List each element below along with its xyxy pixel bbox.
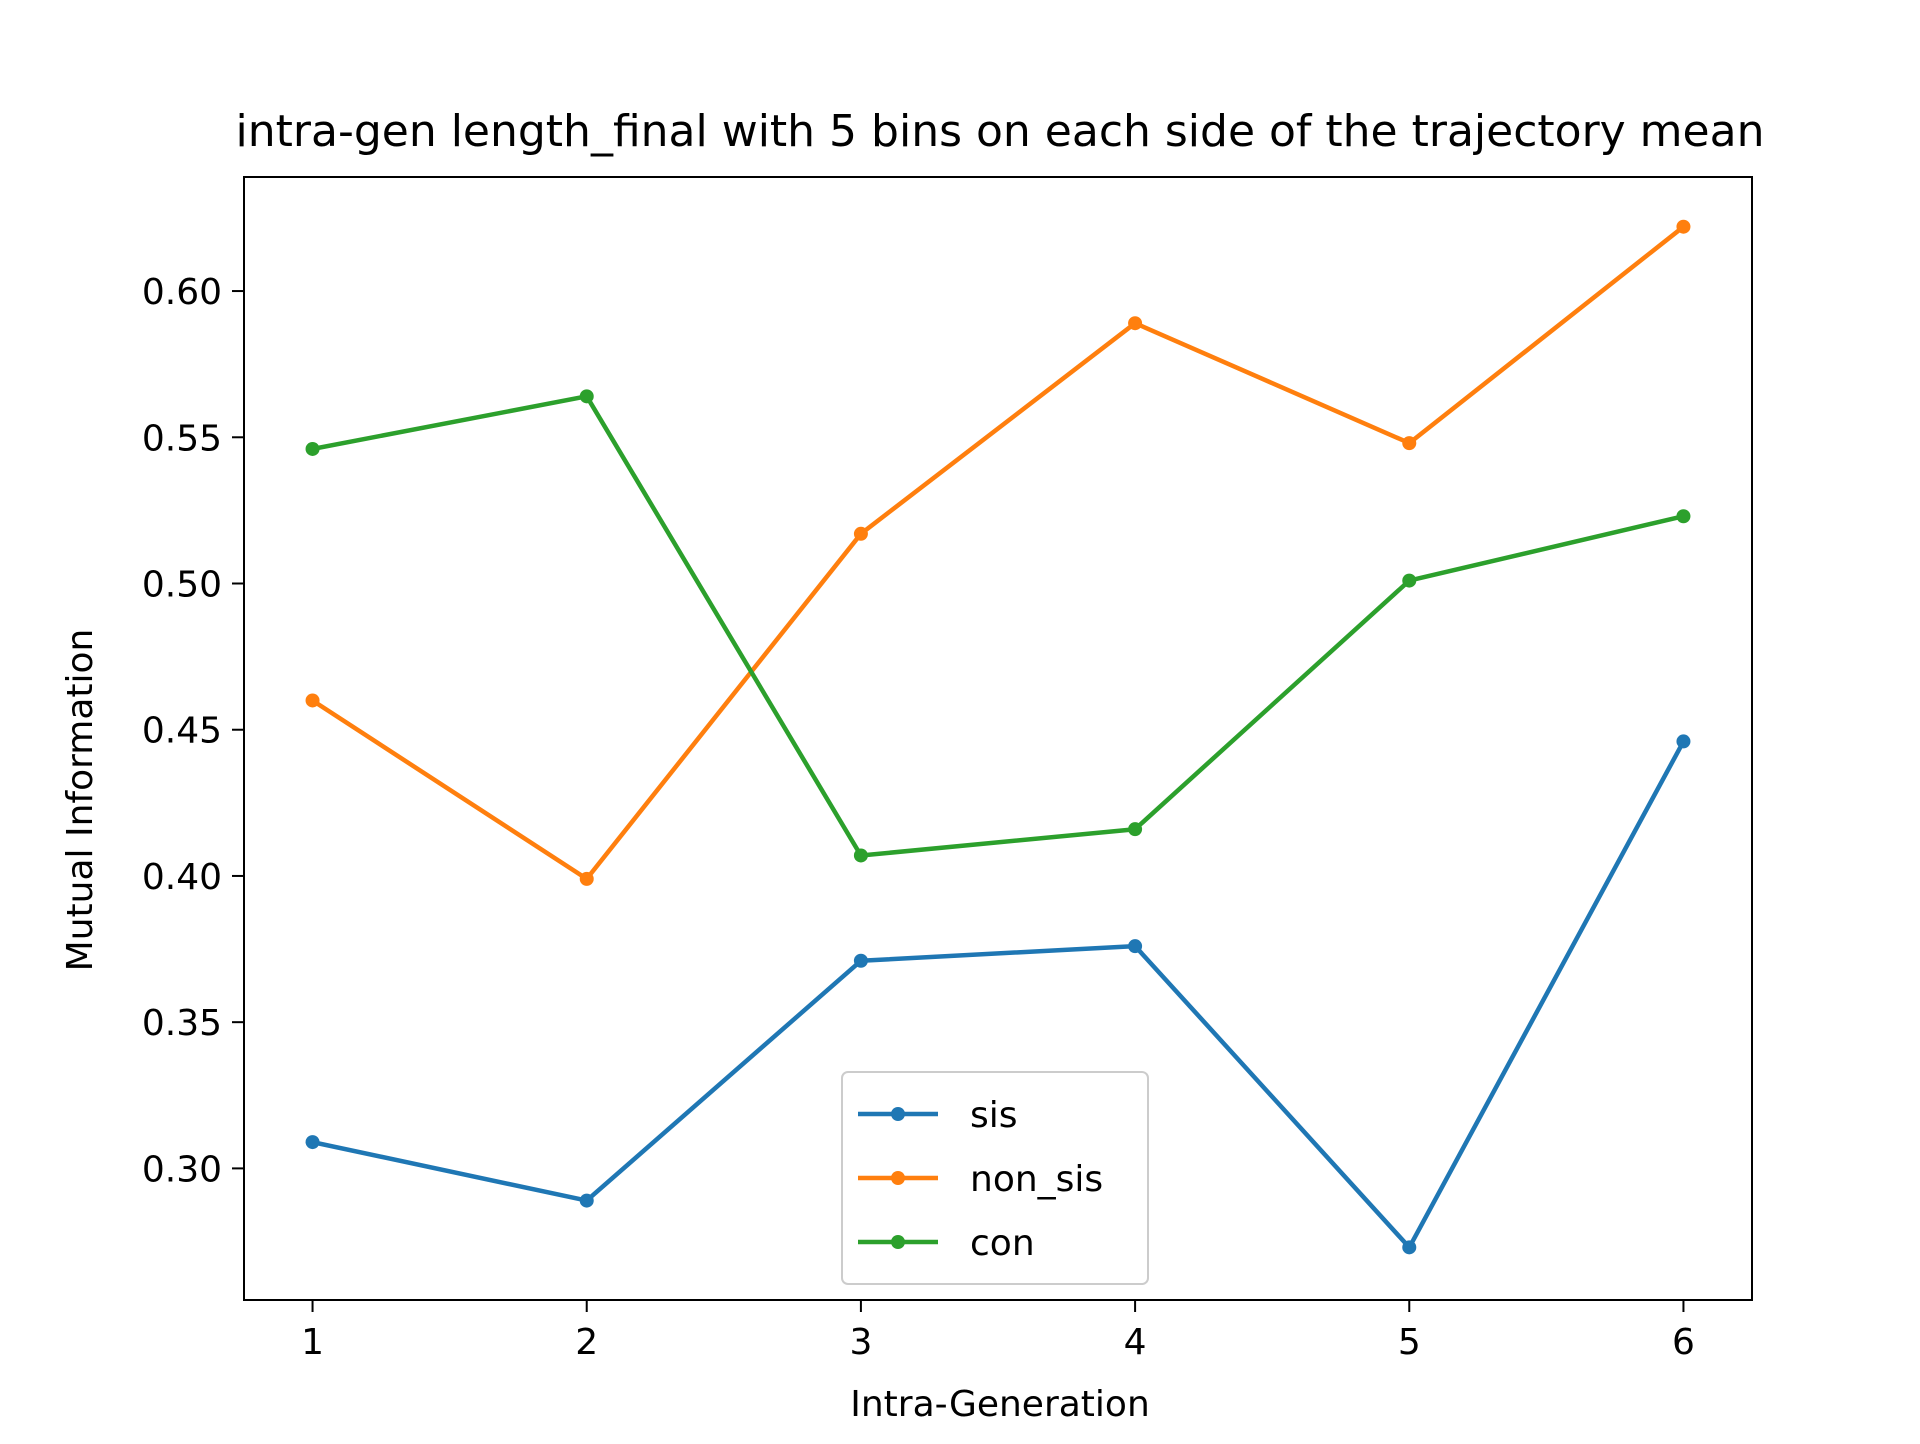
y-axis-label: Mutual Information <box>60 629 101 972</box>
x-axis-label: Intra-Generation <box>850 1384 1150 1425</box>
data-point-non_sis-2 <box>579 871 594 886</box>
plot-area <box>243 176 1753 1301</box>
x-tick-label: 1 <box>301 1322 324 1363</box>
data-point-con-4 <box>1128 822 1143 837</box>
y-axis: 0.30 0.35 0.40 0.45 0.50 0.55 0.60 <box>142 272 244 1190</box>
plot-frame <box>243 176 1753 1301</box>
series-line-non_sis <box>309 223 1687 882</box>
legend-swatch-marker <box>891 1107 905 1121</box>
data-point-sis-5 <box>1402 1240 1417 1255</box>
x-tick-label: 5 <box>1398 1322 1421 1363</box>
y-tick-label: 0.50 <box>142 565 222 606</box>
x-tick-label: 6 <box>1672 1322 1695 1363</box>
y-tick-label: 0.40 <box>142 857 222 898</box>
x-tick-label: 2 <box>575 1322 598 1363</box>
legend-item-con: con <box>858 1223 1035 1264</box>
series-line-sis <box>309 738 1687 1250</box>
series-line-con <box>309 394 1687 858</box>
legend-swatch-marker <box>891 1171 905 1185</box>
legend-label: non_sis <box>970 1159 1103 1200</box>
chart-title: intra-gen length_final with 5 bins on ea… <box>236 106 1765 157</box>
legend-swatch-marker <box>891 1235 905 1249</box>
y-tick-label: 0.45 <box>142 711 222 752</box>
series-sis <box>305 734 1691 1255</box>
data-point-non_sis-4 <box>1128 316 1143 331</box>
data-point-con-5 <box>1402 573 1417 588</box>
data-point-sis-2 <box>579 1193 594 1208</box>
series-layer <box>305 219 1691 1255</box>
data-point-non_sis-1 <box>305 693 320 708</box>
data-point-con-2 <box>579 389 594 404</box>
data-point-sis-6 <box>1676 734 1691 749</box>
legend-label: con <box>970 1223 1035 1264</box>
data-point-con-6 <box>1676 509 1691 524</box>
y-tick-label: 0.55 <box>142 418 222 459</box>
legend-item-sis: sis <box>858 1095 1018 1136</box>
y-tick-label: 0.35 <box>142 1003 222 1044</box>
series-non_sis <box>305 219 1691 886</box>
legend-label: sis <box>970 1095 1018 1136</box>
series-con <box>305 389 1691 863</box>
y-tick-label: 0.60 <box>142 272 222 313</box>
x-tick-label: 3 <box>849 1322 872 1363</box>
data-point-sis-4 <box>1128 939 1143 954</box>
data-point-sis-1 <box>305 1135 320 1150</box>
data-point-non_sis-6 <box>1676 219 1691 234</box>
legend-box <box>841 1071 1149 1285</box>
y-tick-label: 0.30 <box>142 1149 222 1190</box>
data-point-con-1 <box>305 441 320 456</box>
data-point-sis-3 <box>853 953 868 968</box>
data-point-con-3 <box>853 848 868 863</box>
data-point-non_sis-3 <box>853 526 868 541</box>
data-point-non_sis-5 <box>1402 436 1417 451</box>
x-tick-label: 4 <box>1124 1322 1147 1363</box>
x-axis: 1 2 3 4 5 6 <box>301 1300 1695 1363</box>
legend-item-non_sis: non_sis <box>858 1159 1103 1200</box>
